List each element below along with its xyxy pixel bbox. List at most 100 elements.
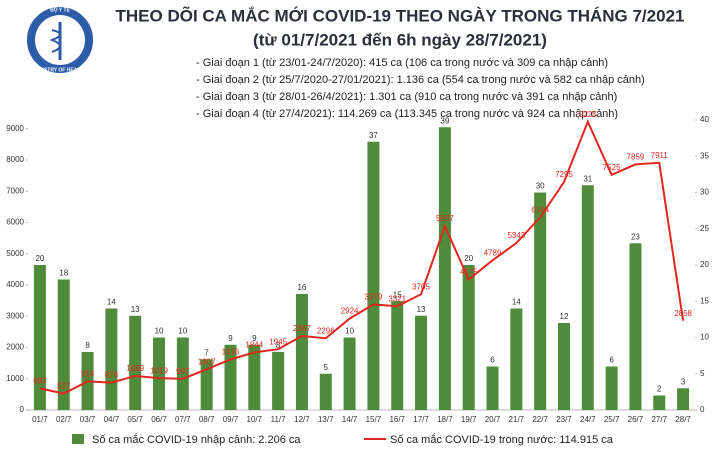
bar-label: 9 [228,334,233,343]
y-tick-label: 5000 [6,249,24,258]
y-tick-label: 6000 [6,218,24,227]
chart-subtitle: (từ 01/7/2021 đến 6h ngày 28/7/2021) [253,30,547,49]
x-tick-label: 25/7 [604,415,620,424]
x-tick-label: 15/7 [366,415,382,424]
bar [129,315,142,410]
bar [176,337,189,410]
bar-label: 7 [204,348,209,357]
y2-tick-label: 15 [700,296,709,305]
bar-label: 20 [35,254,44,263]
bar-label: 5 [324,363,329,372]
bar [33,265,46,410]
y-tick-label: 1000 [6,374,24,383]
x-tick-label: 27/7 [651,415,667,424]
line-label: 7525 [603,163,621,172]
bar [510,308,523,410]
bar-label: 3 [681,377,686,386]
logo: BỘ Y TẾ MINISTRY OF HEALTH [25,5,95,75]
bar-label: 8 [85,341,90,350]
x-tick-label: 08/7 [199,415,215,424]
bar-label: 10 [345,327,354,336]
x-tick-label: 17/7 [413,415,429,424]
bar [677,388,690,410]
x-tick-label: 06/7 [151,415,167,424]
bar [534,192,547,410]
x-tick-label: 23/7 [556,415,572,424]
y-tick-label: 0 [20,405,25,414]
x-tick-label: 21/7 [509,415,525,424]
annotation: - Giai đoạn 4 (từ 27/4/2021): 114.269 ca… [196,108,618,120]
bar-label: 6 [490,356,495,365]
x-tick-label: 12/7 [294,415,310,424]
y-tick-label: 3000 [6,311,24,320]
bar [367,141,380,410]
bar [581,185,594,410]
line-label: 5343 [507,231,525,240]
bar [272,352,285,410]
x-tick-label: 19/7 [461,415,477,424]
logo-snake [49,29,61,53]
line-label: 7911 [651,151,669,160]
x-tick-label: 13/7 [318,415,334,424]
y2-tick-label: 10 [700,333,709,342]
bar [462,265,475,410]
line-label: 6164 [531,205,549,214]
line-label: 1616 [222,348,240,357]
y-tick-label: 7000 [6,186,24,195]
x-tick-label: 03/7 [80,415,96,424]
logo-bottom: MINISTRY OF HEALTH [33,67,87,73]
y-tick-label: 2000 [6,343,24,352]
line-label: 1844 [245,340,263,349]
bar-label: 39 [440,116,449,125]
bar [200,359,213,410]
x-tick-label: 07/7 [175,415,191,424]
line-label: 914 [81,370,95,379]
x-tick-label: 09/7 [223,415,239,424]
legend-label: Số ca mắc COVID-19 nhập cảnh: 2.206 ca [92,433,301,446]
bar [57,279,70,410]
annotation: - Giai đoạn 3 (từ 28/01-26/4/2021): 1.30… [196,91,617,103]
line-label: 2367 [293,324,311,333]
x-tick-label: 20/7 [485,415,501,424]
bar [557,323,570,410]
bar [153,337,166,410]
bar-label: 10 [155,327,164,336]
x-tick-label: 04/7 [104,415,120,424]
line-label: 876 [105,371,119,380]
bar [438,127,451,410]
bar-label: 20 [464,254,473,263]
y-tick-label: 9000 [6,124,24,133]
y2-tick-label: 30 [700,188,709,197]
x-tick-label: 28/7 [675,415,691,424]
bar-label: 16 [297,283,306,292]
line-label: 3705 [412,282,430,291]
x-tick-label: 18/7 [437,415,453,424]
x-tick-label: 01/7 [32,415,48,424]
line-label: 693 [33,376,47,385]
line-label: 1089 [126,364,144,373]
annotation: - Giai đoạn 1 (từ 23/01-24/7/2020): 415 … [196,57,608,69]
bar [343,337,356,410]
bar [105,308,118,410]
bar [486,366,499,410]
y-tick-label: 4000 [6,280,24,289]
y2-tick-label: 20 [700,260,709,269]
bar [415,315,428,410]
bar-label: 37 [369,131,378,140]
y2-tick-label: 25 [700,224,709,233]
bar [629,243,642,410]
y2-tick-label: 35 [700,151,709,160]
bar-label: 10 [178,327,187,336]
bar-label: 8 [276,341,281,350]
line-label: 9225 [579,110,597,119]
line-label: 2296 [317,326,335,335]
bar-label: 6 [609,356,614,365]
bar-label: 23 [631,232,640,241]
line-label: 2858 [674,309,692,318]
legend-swatch [72,434,84,444]
line-label: 7295 [555,170,573,179]
x-tick-label: 22/7 [532,415,548,424]
line-label: 3379 [365,293,383,302]
legend-label: Số ca mắc COVID-19 trong nước: 114.915 c… [390,433,614,446]
chart-title: THEO DÕI CA MẮC MỚI COVID-19 THEO NGÀY T… [116,5,685,25]
